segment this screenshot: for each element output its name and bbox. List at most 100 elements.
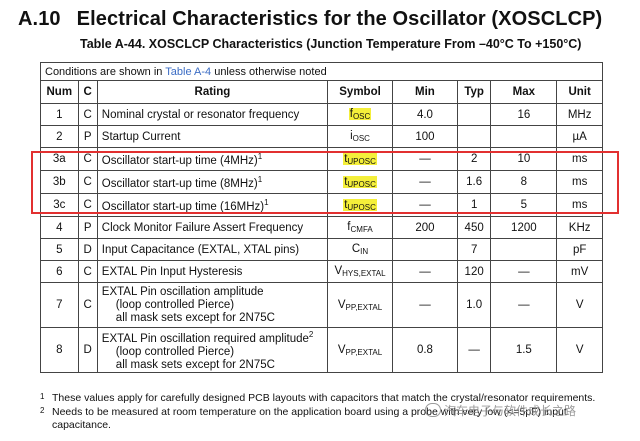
symbol: tUPOSC <box>343 152 377 166</box>
symbol-subscript: UPOSC <box>347 156 376 166</box>
header-typ: Typ <box>456 80 492 104</box>
footnote-mark: 1 <box>40 392 45 401</box>
symbol-main: i <box>350 130 353 142</box>
footnote-ref: 1 <box>257 151 263 161</box>
cell-max: 8 <box>490 170 558 194</box>
rating-line: EXTAL Pin oscillation required amplitude… <box>102 328 323 346</box>
cell-num: 4 <box>40 216 79 239</box>
symbol-main: t <box>344 152 348 165</box>
highlight-box <box>31 151 619 214</box>
rating-line: all mask sets except for 2N75C <box>115 311 275 324</box>
symbol: fCMFA <box>347 221 373 234</box>
symbol: tUPOSC <box>343 175 377 189</box>
conditions-link[interactable]: Table A-4 <box>165 65 212 78</box>
symbol-subscript: OSC <box>352 134 370 143</box>
table-row: 6 C EXTAL Pin Input Hysteresis VHYS,EXTAL —1… <box>40 260 603 283</box>
header-unit: Unit <box>556 80 603 104</box>
conditions-prefix: Conditions are shown in <box>45 65 166 78</box>
symbol-subscript: CMFA <box>350 225 373 234</box>
symbol-main: V <box>337 343 346 356</box>
cell-c: C <box>77 282 98 328</box>
cell-min: — <box>391 260 458 283</box>
cell-symbol: fCMFA <box>327 216 393 239</box>
section-title: Electrical Characteristics for the Oscil… <box>76 8 603 30</box>
footnote-ref: 1 <box>264 197 269 207</box>
cell-typ: 120 <box>456 260 492 283</box>
symbol-main: t <box>344 175 348 188</box>
cell-num: 8 <box>40 327 79 373</box>
table-title: Table A-44. XOSCLCP Characteristics (Jun… <box>80 37 582 51</box>
wechat-icon <box>425 403 441 417</box>
cell-symbol: VPP,EXTAL <box>327 282 393 328</box>
rating-text: EXTAL Pin oscillation required amplitude <box>101 332 309 345</box>
cell-typ: 7 <box>456 238 492 261</box>
symbol-main: V <box>334 265 343 277</box>
cell-unit: V <box>556 282 603 328</box>
cell-symbol: CIN <box>327 238 393 261</box>
symbol: VHYS,EXTAL <box>334 265 386 278</box>
cell-max <box>490 125 558 148</box>
symbol: VPP,EXTAL <box>337 298 382 312</box>
header-row: Num C Rating Symbol Min Typ Max Unit <box>40 80 603 104</box>
table-row: 3b C Oscillator start-up time (8MHz)1 tUPOS… <box>40 170 603 194</box>
cell-num: 6 <box>40 260 79 283</box>
rating-text: EXTAL Pin Input Hysteresis <box>101 265 243 278</box>
cell-unit: µA <box>556 125 603 148</box>
footnote-text: These values apply for carefully designe… <box>52 392 596 404</box>
table-row: 5 D Input Capacitance (EXTAL, XTAL pins) CI… <box>40 238 603 261</box>
cell-rating: EXTAL Pin Input Hysteresis <box>96 260 329 283</box>
rating-text: Oscillator start-up time (16MHz) <box>101 200 265 213</box>
symbol: fOSC <box>348 108 372 121</box>
table-row: 7 C EXTAL Pin oscillation amplitude (loop c… <box>40 282 603 328</box>
conditions-suffix: unless otherwise noted <box>211 65 327 78</box>
symbol-subscript: UPOSC <box>347 179 376 189</box>
symbol-main: V <box>337 298 346 311</box>
table-row: 2 P Startup Current iOSC 100 µA <box>40 125 603 148</box>
symbol-subscript: IN <box>360 247 369 256</box>
cell-c: C <box>77 260 98 283</box>
cell-max <box>490 238 558 261</box>
cell-rating: Oscillator start-up time (8MHz)1 <box>96 170 329 194</box>
cell-num: 1 <box>40 103 79 126</box>
cell-rating: EXTAL Pin oscillation required amplitude… <box>96 327 329 373</box>
cell-c: C <box>77 103 98 126</box>
symbol-subscript: PP,EXTAL <box>345 347 383 357</box>
cell-typ <box>456 103 492 126</box>
symbol-subscript: HYS,EXTAL <box>342 269 386 278</box>
header-max: Max <box>490 80 558 104</box>
symbol-subscript: UPOSC <box>347 202 376 212</box>
cell-c: D <box>77 238 98 261</box>
rating-line: (loop controlled Pierce) <box>115 345 235 358</box>
cell-typ: 450 <box>456 216 492 239</box>
cell-min: 200 <box>391 216 458 239</box>
rating-text: Nominal crystal or resonator frequency <box>101 108 300 121</box>
footnote-ref: 1 <box>257 174 263 184</box>
table-row: 4 P Clock Monitor Failure Assert Frequency… <box>40 216 603 239</box>
symbol-main: f <box>347 221 351 233</box>
cell-c: P <box>77 125 98 148</box>
section-number: A.10 <box>18 8 61 30</box>
symbol-main: f <box>349 108 353 120</box>
cell-unit: KHz <box>556 216 603 239</box>
header-symbol: Symbol <box>327 80 393 104</box>
rating-text: Clock Monitor Failure Assert Frequency <box>101 221 304 234</box>
header-c: C <box>77 80 98 104</box>
cell-unit: mV <box>556 260 603 283</box>
footnote-mark: 2 <box>40 406 45 415</box>
cell-unit: V <box>556 327 603 373</box>
characteristics-table: Conditions are shown in Table A-4 unless… <box>40 62 603 373</box>
footnote-1: 1 These values apply for carefully desig… <box>40 392 612 405</box>
cell-min: — <box>391 170 458 194</box>
cell-rating: Clock Monitor Failure Assert Frequency <box>96 216 329 239</box>
cell-min: 0.8 <box>391 327 458 373</box>
cell-typ: 1.0 <box>456 282 492 328</box>
cell-num: 7 <box>40 282 79 328</box>
symbol: VPP,EXTAL <box>337 343 383 357</box>
cell-rating: Startup Current <box>96 125 329 148</box>
watermark-text: 汽车电子与软件成长之路 <box>444 404 577 418</box>
cell-max: — <box>490 260 558 283</box>
cell-symbol: VPP,EXTAL <box>327 327 393 373</box>
section-heading: A.10 Electrical Characteristics for the O… <box>18 8 602 31</box>
symbol: tUPOSC <box>343 198 377 212</box>
cell-max: 16 <box>490 103 558 126</box>
